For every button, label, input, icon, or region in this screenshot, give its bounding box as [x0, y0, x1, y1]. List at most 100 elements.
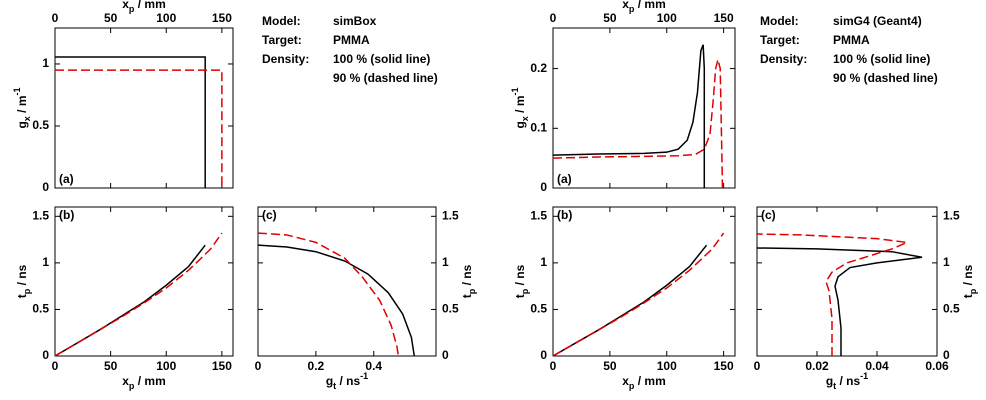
y-tick-label: 1.5: [442, 208, 459, 222]
data-line: [756, 247, 923, 356]
label-sub: x: [22, 116, 32, 121]
label-rest: / m: [15, 95, 29, 116]
y-tick-label: 1: [42, 56, 49, 70]
y-axis-label: tp / ns: [15, 264, 32, 298]
info-value: PMMA: [333, 33, 370, 47]
data-line: [552, 232, 725, 357]
info-key: Model:: [760, 14, 799, 28]
x-tick-label: 50: [104, 359, 118, 373]
data-line: [257, 244, 416, 357]
x-tick-label: 100: [657, 359, 677, 373]
label-base: g: [326, 374, 333, 388]
label-rest: / ns: [961, 264, 975, 288]
y-axis-label: gx / m-1: [510, 87, 530, 128]
x-tick-label: 150: [714, 11, 734, 25]
label-sup: -1: [360, 371, 368, 381]
x-axis-label: xp / mm: [122, 0, 166, 14]
data-line: [257, 232, 400, 357]
label-base: g: [513, 121, 527, 128]
x-tick-label: 0: [550, 359, 557, 373]
x-tick-label: 150: [212, 11, 232, 25]
x-tick-label: 150: [714, 359, 734, 373]
y-tick-label: 0: [42, 348, 49, 362]
label-base: t: [961, 294, 975, 298]
info-key: Target:: [262, 33, 302, 47]
x-tick-label: 100: [156, 359, 176, 373]
y-tick-label: 0: [943, 348, 950, 362]
label-base: t: [513, 294, 527, 298]
label-rest: / ns: [513, 264, 527, 288]
y-tick-label: 0: [540, 348, 547, 362]
y-tick-label: 0.5: [32, 118, 49, 132]
x-tick-label: 50: [104, 11, 118, 25]
label-sub: p: [129, 381, 135, 391]
label-rest: / mm: [134, 374, 165, 388]
info-key: Model:: [262, 14, 301, 28]
data-line: [552, 244, 708, 357]
x-axis-label: gt / ns-1: [826, 371, 868, 391]
y-tick-label: 1.5: [943, 208, 960, 222]
label-rest: / mm: [634, 374, 665, 388]
x-axis-label: gt / ns-1: [326, 371, 368, 391]
y-tick-label: 0.1: [530, 120, 547, 134]
info-value: PMMA: [833, 33, 870, 47]
plot-frame: [552, 206, 736, 357]
panel-label: (b): [557, 208, 572, 222]
label-base: t: [460, 294, 474, 298]
x-tick-label: 0.06: [925, 359, 949, 373]
y-tick-label: 0: [42, 180, 49, 194]
plot-frame: [54, 206, 234, 357]
info-value: simG4 (Geant4): [833, 14, 922, 28]
data-line: [54, 232, 223, 357]
x-tick-label: 150: [212, 359, 232, 373]
y-axis-label: gx / m-1: [12, 87, 32, 128]
plot-frame: [756, 206, 938, 357]
y-axis-label: tp / ns: [460, 264, 477, 298]
x-tick-label: 0: [52, 359, 59, 373]
data-line: [756, 233, 910, 356]
x-tick-label: 0.04: [865, 359, 889, 373]
y-tick-label: 1: [943, 255, 950, 269]
info-value: 100 % (solid line): [833, 52, 930, 66]
label-sub: p: [629, 4, 635, 14]
label-base: t: [15, 294, 29, 298]
label-rest: / mm: [634, 0, 665, 11]
y-tick-label: 1: [42, 255, 49, 269]
y-axis-label: tp / ns: [513, 264, 530, 298]
label-base: g: [826, 374, 833, 388]
label-sup: -1: [510, 87, 520, 95]
y-tick-label: 0: [442, 348, 449, 362]
x-tick-label: 0.02: [805, 359, 829, 373]
label-rest: / ns: [15, 264, 29, 288]
plot-frame: [257, 206, 437, 357]
label-base: x: [622, 0, 629, 11]
y-tick-label: 0: [540, 180, 547, 194]
x-tick-label: 100: [156, 11, 176, 25]
label-sub: p: [22, 288, 32, 294]
label-sub: p: [629, 381, 635, 391]
label-sub: p: [467, 288, 477, 294]
info-key: Target:: [760, 33, 800, 47]
data-line: [55, 56, 206, 188]
label-base: x: [122, 374, 129, 388]
y-tick-label: 0.5: [32, 302, 49, 316]
y-tick-label: 0.2: [530, 61, 547, 75]
info-key: Density:: [262, 52, 309, 66]
label-base: g: [15, 121, 29, 128]
panel-label: (c): [761, 208, 776, 222]
label-rest: / ns: [336, 374, 360, 388]
label-sup: -1: [12, 87, 22, 95]
plot-frame: [54, 27, 234, 189]
label-sub: p: [520, 288, 530, 294]
label-rest: / m: [513, 95, 527, 116]
data-line: [552, 59, 724, 189]
x-axis-label: xp / mm: [122, 374, 166, 391]
y-tick-label: 0.5: [943, 302, 960, 316]
panel-label: (c): [262, 208, 277, 222]
label-rest: / mm: [134, 0, 165, 11]
data-line: [552, 44, 706, 188]
y-tick-label: 1: [540, 255, 547, 269]
x-tick-label: 50: [603, 11, 617, 25]
label-sub: t: [833, 381, 836, 391]
